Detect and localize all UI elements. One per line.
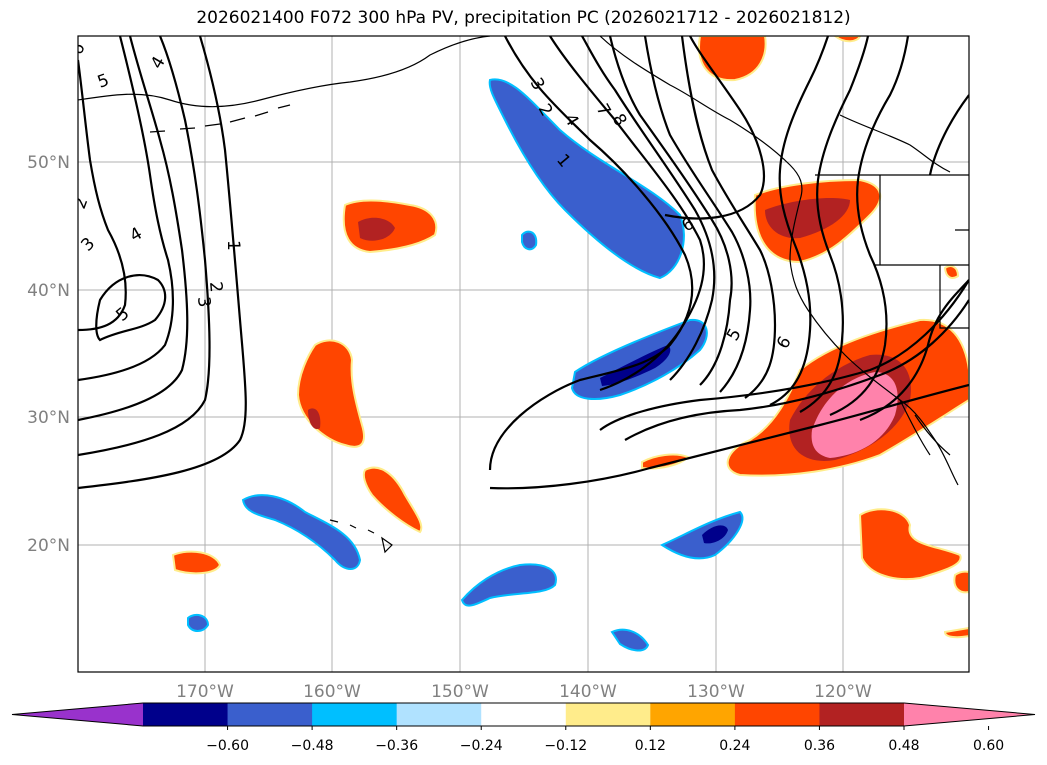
precip-region-orange <box>362 466 423 534</box>
lat-tick-label: 40°N <box>27 281 70 301</box>
contour-line <box>859 279 969 422</box>
precip-region-blue <box>241 494 362 570</box>
contour-line <box>599 279 969 431</box>
precip-region-orange <box>943 626 969 639</box>
colorbar: −0.60 −0.48 −0.36 −0.24 −0.12 0.12 0.24 0.36 0.4… <box>11 702 1036 754</box>
lat-tick-label: 20°N <box>27 536 70 556</box>
colorbar-extension-high <box>904 703 1035 726</box>
baja-california <box>899 399 951 456</box>
contour-line <box>769 36 830 406</box>
contour-line <box>78 36 211 457</box>
lon-tick-label: 140°W <box>559 682 617 702</box>
contour-line <box>78 59 127 332</box>
precip-region-navy <box>702 525 728 544</box>
contour-line <box>581 36 716 381</box>
contour-line <box>78 36 174 382</box>
contour-line <box>664 36 765 220</box>
colorbar-label: 0.48 <box>888 738 919 754</box>
colorbar-swatch <box>227 703 313 726</box>
precip-region-orange <box>953 570 969 594</box>
colorbar-extension-low <box>12 703 143 726</box>
contour-label: 2 <box>205 281 226 294</box>
british-columbia-coastline <box>599 36 803 201</box>
precip-region-blue <box>187 613 210 632</box>
colorbar-swatch <box>481 703 567 726</box>
negative-precip-regions <box>187 78 744 652</box>
colorbar-swatch <box>143 703 229 726</box>
contour-line <box>608 36 733 386</box>
lon-tick-label: 150°W <box>431 682 489 702</box>
contour-label: 6 <box>67 39 90 58</box>
colorbar-label: 0.60 <box>973 738 1004 754</box>
contour-line <box>799 36 870 413</box>
precip-region-orange <box>171 550 222 575</box>
precip-region-orange <box>698 36 767 82</box>
precip-region-blue <box>460 563 557 607</box>
colorbar-swatch <box>396 703 482 726</box>
precip-region-darkred <box>308 408 321 430</box>
lon-tick-label: 130°W <box>687 682 745 702</box>
colorbar-swatch <box>650 703 736 726</box>
colorbar-swatch <box>565 703 651 726</box>
lon-tick-label: 160°W <box>303 682 361 702</box>
contour-line <box>95 274 167 342</box>
us-canada-border <box>815 174 969 329</box>
alaska-coastline <box>78 36 491 108</box>
colorbar-label: 0.36 <box>804 738 835 754</box>
contour-label: 1 <box>223 240 243 251</box>
map-title: 2026021400 F072 300 hPa PV, precipitatio… <box>196 8 851 28</box>
precip-region-darkred <box>358 217 395 241</box>
precip-region-blue <box>488 78 685 280</box>
colorbar-label: 0.12 <box>635 738 666 754</box>
colorbar-label: −0.60 <box>206 738 249 754</box>
contour-line <box>829 36 910 417</box>
positive-precip-regions <box>171 36 969 639</box>
lat-tick-label: 30°N <box>27 408 70 428</box>
contour-line <box>78 36 247 490</box>
lon-tick-label: 170°W <box>176 682 234 702</box>
longitude-labels: 170°W 160°W 150°W 140°W 130°W 120°W <box>176 682 872 702</box>
colorbar-swatch <box>312 703 398 726</box>
contour-line <box>928 94 969 176</box>
contour-line <box>488 36 694 471</box>
colorbar-swatch <box>734 703 820 726</box>
precip-region-blue <box>610 628 650 652</box>
contour-line <box>549 36 705 392</box>
colorbar-outline <box>11 702 1036 727</box>
colorbar-label: −0.12 <box>544 738 587 754</box>
colorbar-label: −0.48 <box>291 738 334 754</box>
precip-region-darkred <box>765 198 850 239</box>
colorbar-label: −0.24 <box>460 738 503 754</box>
precip-region-blue <box>521 230 538 251</box>
contour-line <box>78 36 189 422</box>
contour-label: 3 <box>193 296 214 309</box>
hawaiian-islands <box>329 519 393 554</box>
state-borders <box>839 114 969 231</box>
contour-line <box>680 36 777 399</box>
latitude-labels: 50°N 40°N 30°N 20°N <box>27 153 70 556</box>
map-frame <box>77 35 970 673</box>
contour-line <box>643 36 752 393</box>
colorbar-swatch <box>819 703 905 726</box>
precip-region-orange <box>943 265 960 279</box>
lon-tick-label: 120°W <box>814 682 872 702</box>
precip-region-orange <box>858 508 962 581</box>
lat-tick-label: 50°N <box>27 153 70 173</box>
colorbar-label: 0.24 <box>719 738 750 754</box>
colorbar-label: −0.36 <box>375 738 418 754</box>
pv-contours <box>78 36 969 490</box>
